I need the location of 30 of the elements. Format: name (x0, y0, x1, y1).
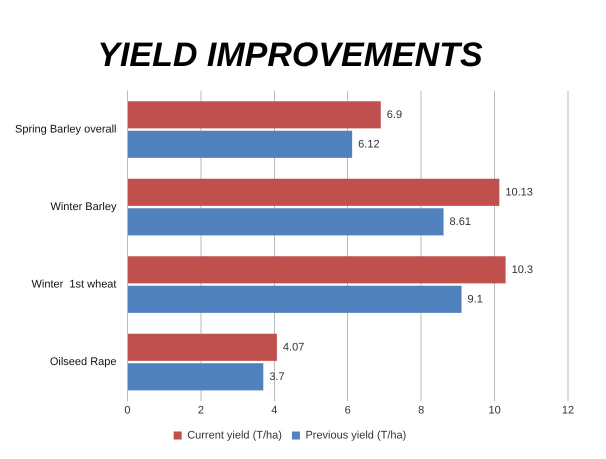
x-tick-label: 6 (344, 404, 351, 416)
bar (128, 208, 444, 236)
x-tick-label: 4 (271, 404, 278, 416)
data-label: 10.13 (505, 186, 533, 198)
data-label: 8.61 (450, 216, 471, 228)
y-tick-label: Winter 1st wheat (32, 278, 116, 291)
y-tick-label: Spring Barley overall (14, 124, 116, 136)
legend-label: Previous yield (T/ha) (305, 430, 406, 442)
x-tick-label: 10 (488, 404, 501, 416)
bar (128, 256, 506, 284)
data-label: 10.3 (512, 264, 534, 276)
legend-label: Current yield (T/ha) (187, 430, 282, 442)
x-tick-label: 0 (124, 404, 131, 416)
y-tick-label: Winter Barley (50, 201, 117, 214)
bar (128, 178, 500, 206)
bar (128, 286, 462, 313)
data-label: 4.07 (282, 341, 304, 354)
data-label: 9.1 (468, 293, 483, 306)
data-label: 6.9 (386, 108, 402, 121)
bar (128, 363, 264, 390)
chart-title: YIELD IMPROVEMENTS (97, 36, 484, 74)
bar (128, 334, 277, 361)
x-tick-label: 2 (198, 404, 204, 416)
data-label: 6.12 (358, 138, 380, 150)
bar (128, 130, 352, 158)
x-tick-label: 8 (418, 404, 424, 416)
y-tick-label: Oilseed Rape (50, 356, 116, 368)
x-tick-label: 12 (562, 404, 574, 416)
bar (128, 101, 381, 128)
data-label: 3.7 (269, 370, 285, 383)
